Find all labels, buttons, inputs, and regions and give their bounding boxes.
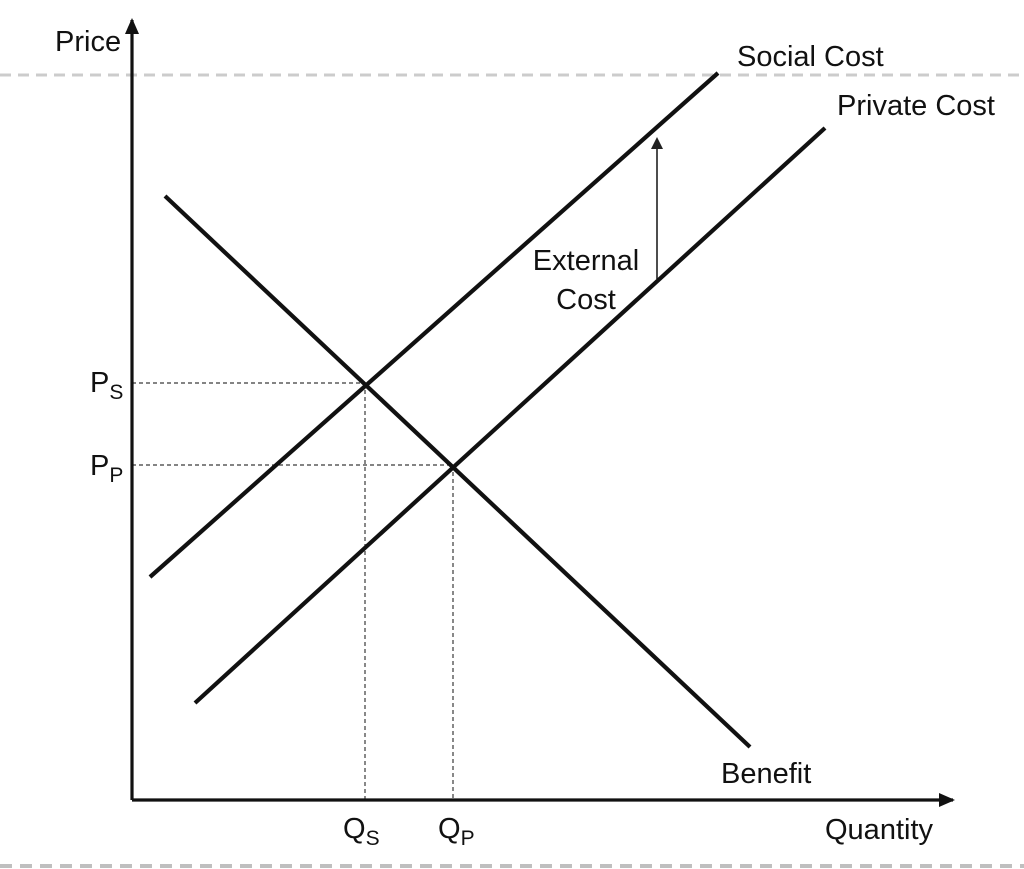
private-cost-label: Private Cost: [837, 90, 995, 122]
social-cost-label: Social Cost: [737, 41, 884, 73]
price-social-subscript: S: [109, 381, 123, 404]
price-social-label: PS: [90, 367, 123, 404]
price-private-subscript: P: [109, 464, 123, 487]
quantity-social-subscript: S: [366, 827, 380, 850]
price-social-base: P: [90, 367, 109, 399]
external-cost-label-line2: Cost: [556, 284, 616, 316]
quantity-private-base: Q: [438, 813, 461, 845]
quantity-social-base: Q: [343, 813, 366, 845]
quantity-private-label: QP: [438, 813, 475, 850]
social-cost-line: [148, 71, 720, 579]
price-private-label: PP: [90, 450, 123, 487]
x-axis-label: Quantity: [825, 814, 933, 846]
benefit-label: Benefit: [721, 758, 811, 790]
private-cost-line: [193, 126, 827, 705]
benefit-line: [163, 194, 752, 749]
quantity-private-subscript: P: [461, 827, 475, 850]
y-axis-label: Price: [55, 26, 121, 58]
external-cost-label-line1: External: [533, 245, 639, 277]
price-private-base: P: [90, 450, 109, 482]
quantity-social-label: QS: [343, 813, 380, 850]
